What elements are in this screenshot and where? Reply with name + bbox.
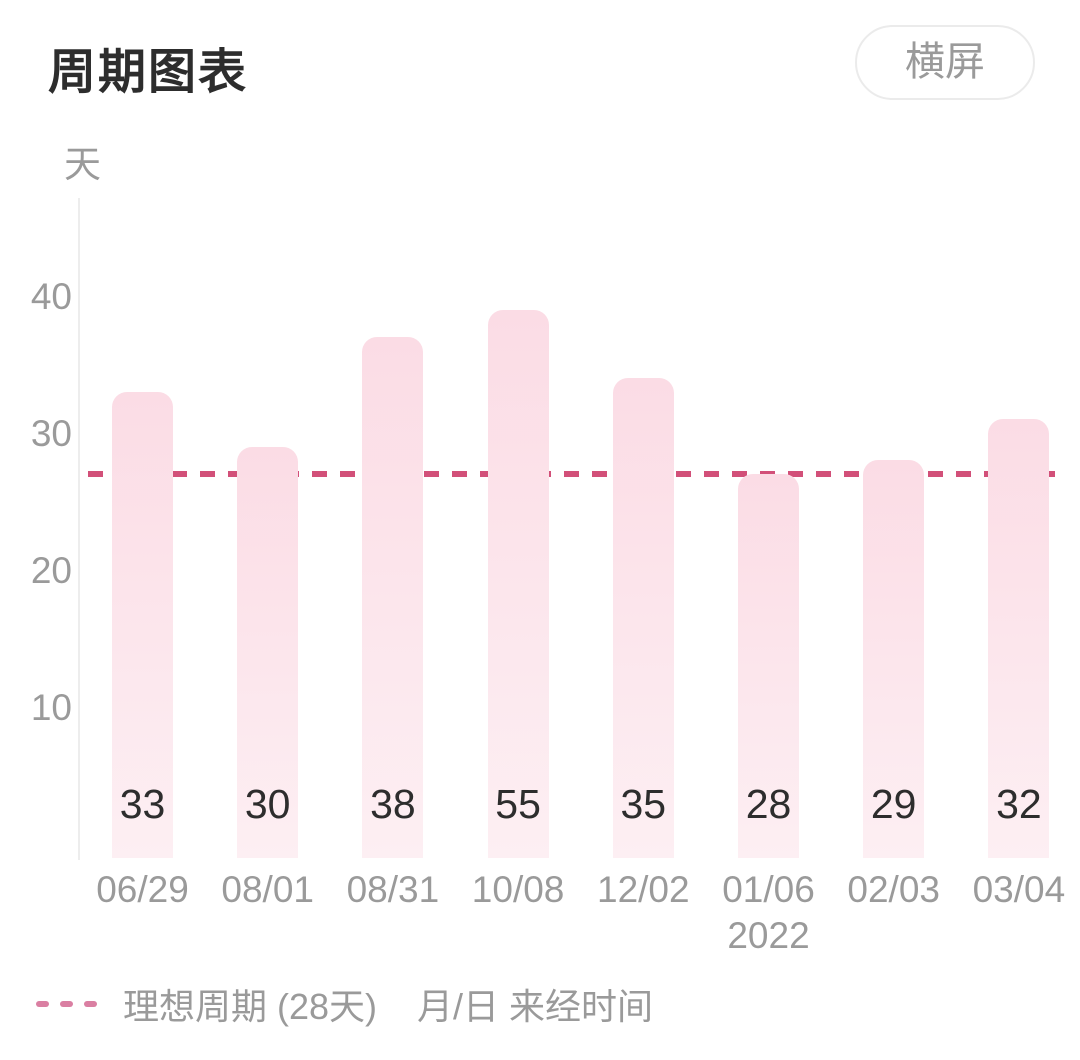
bar-value-label: 33 [119, 781, 166, 827]
page-title: 周期图表 [48, 46, 249, 99]
bar-value-label: 55 [495, 781, 541, 827]
bar-value-label: 35 [620, 781, 667, 827]
bar-year-label: 2022 [727, 915, 810, 956]
bar-value-label: 30 [244, 781, 291, 827]
bar-date-label: 03/04 [972, 869, 1066, 910]
cycle-bar[interactable] [237, 447, 299, 858]
y-axis-tick-label: 40 [30, 276, 72, 317]
cycle-bar[interactable] [863, 460, 925, 858]
landscape-button[interactable]: 横屏 [855, 25, 1035, 100]
bar-date-label: 06/29 [96, 869, 189, 910]
cycle-bar[interactable] [612, 378, 674, 858]
bar-date-label: 02/03 [847, 869, 940, 910]
y-axis-line [78, 198, 80, 860]
bar-value-label: 32 [996, 781, 1042, 827]
bar-date-label: 01/06 [722, 869, 815, 910]
cycle-bar[interactable] [112, 392, 173, 858]
cycle-bar[interactable] [487, 310, 549, 858]
bar-date-label: 10/08 [471, 869, 565, 910]
y-axis-tick-label: 10 [30, 687, 72, 728]
bar-date-label: 08/01 [221, 869, 314, 910]
cycle-bar[interactable] [362, 337, 424, 858]
y-axis-unit-label: 天 [64, 144, 101, 185]
dashed-line-legend-icon [36, 1001, 97, 1007]
y-axis-tick-label: 30 [30, 413, 72, 454]
y-axis-tick-label: 20 [30, 550, 72, 591]
bar-value-label: 28 [745, 781, 792, 827]
legend-axis-note-label: 月/日 来经时间 [417, 986, 654, 1027]
legend-ideal-cycle-label: 理想周期 (28天) [123, 986, 378, 1027]
cycle-bar[interactable] [738, 474, 799, 858]
ideal-cycle-dashed-line [88, 471, 1068, 477]
chart-legend: 理想周期 (28天) 月/日 来经时间 [36, 984, 653, 1027]
bar-date-label: 08/31 [346, 869, 440, 910]
cycle-bar[interactable] [988, 419, 1050, 858]
bar-value-label: 38 [370, 781, 416, 827]
bar-date-label: 12/02 [597, 869, 690, 910]
bar-value-label: 29 [870, 781, 917, 827]
